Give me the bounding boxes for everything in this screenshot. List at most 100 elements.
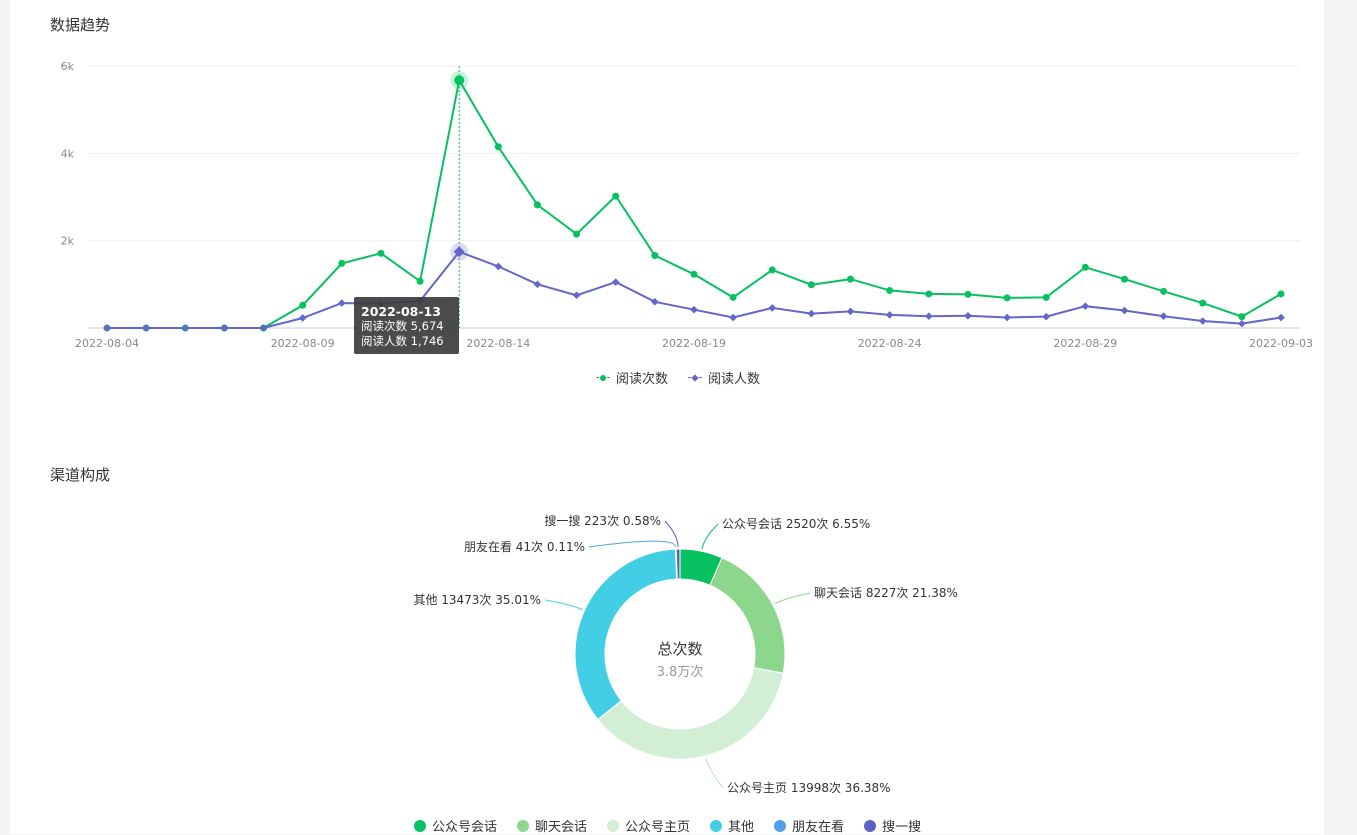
slice-label: 聊天会话 8227次 21.38%: [814, 586, 958, 600]
donut-slice[interactable]: [675, 548, 681, 580]
data-point[interactable]: [964, 290, 972, 298]
donut-legend-item[interactable]: 其他: [710, 816, 754, 835]
data-point[interactable]: [181, 324, 190, 332]
donut-legend-item[interactable]: 聊天会话: [517, 816, 587, 835]
series-line-read-count: [107, 77, 1282, 329]
label-leader-line: [705, 757, 724, 789]
legend-label: 阅读次数: [616, 372, 669, 387]
data-point[interactable]: [220, 324, 229, 332]
data-point[interactable]: [690, 305, 698, 314]
y-tick-label: 6k: [61, 60, 75, 73]
data-point[interactable]: [103, 324, 111, 332]
legend-dot-icon: [414, 819, 426, 832]
y-tick-label: 2k: [61, 235, 75, 248]
data-point[interactable]: [807, 309, 816, 318]
data-point[interactable]: [1159, 312, 1168, 321]
data-point[interactable]: [768, 266, 776, 274]
data-point[interactable]: [572, 291, 581, 300]
data-point[interactable]: [964, 311, 972, 320]
legend-label: 朋友在看: [792, 820, 845, 835]
data-point[interactable]: [533, 201, 541, 209]
line-chart[interactable]: 2k 4k 6k 2022-08-04 2022-08-09 2022-08-14 2022…: [10, 0, 1324, 360]
legend-label: 公众号会话: [432, 820, 498, 835]
chart-tooltip: 2022-08-13 阅读次数 5,674 阅读人数 1,746: [354, 297, 459, 354]
legend-item-reader-count[interactable]: 阅读人数: [688, 368, 760, 387]
data-point[interactable]: [1042, 293, 1050, 301]
legend-label: 搜一搜: [882, 820, 922, 835]
label-leader-line: [544, 599, 583, 611]
slice-label: 搜一搜 223次 0.58%: [544, 513, 661, 528]
data-point[interactable]: [1120, 306, 1129, 315]
slice-label: 公众号会话 2520次 6.55%: [722, 517, 870, 531]
data-point[interactable]: [533, 280, 542, 289]
data-point[interactable]: [259, 324, 268, 332]
data-point[interactable]: [925, 290, 933, 298]
data-point[interactable]: [1003, 294, 1011, 302]
data-point[interactable]: [1277, 290, 1285, 298]
data-point[interactable]: [1042, 312, 1050, 321]
donut-legend-item[interactable]: 公众号主页: [607, 816, 690, 835]
data-point[interactable]: [1081, 263, 1089, 271]
legend-label: 其他: [728, 820, 755, 835]
donut-legend-item[interactable]: 搜一搜: [864, 816, 921, 835]
data-point[interactable]: [768, 304, 777, 312]
donut-slice[interactable]: [597, 667, 784, 760]
data-point[interactable]: [847, 275, 855, 283]
x-tick-label: 2022-08-09: [271, 337, 335, 350]
data-point[interactable]: [1120, 275, 1128, 283]
slice-label: 公众号主页 13998次 36.38%: [727, 781, 891, 795]
data-point[interactable]: [1238, 319, 1246, 328]
donut-center-value: 3.8万次: [657, 664, 704, 680]
data-point[interactable]: [611, 278, 620, 286]
legend-diamond-marker-icon: [688, 372, 703, 384]
data-point[interactable]: [729, 313, 737, 322]
data-point[interactable]: [1277, 313, 1285, 322]
legend-label: 阅读人数: [708, 372, 761, 387]
data-point[interactable]: [1199, 299, 1207, 307]
data-point[interactable]: [494, 262, 503, 271]
label-leader-line: [701, 523, 719, 550]
data-point[interactable]: [142, 324, 150, 332]
data-point[interactable]: [494, 143, 502, 151]
donut-slice[interactable]: [709, 557, 786, 674]
data-point[interactable]: [338, 299, 346, 307]
donut-legend-item[interactable]: 朋友在看: [774, 816, 844, 835]
data-point[interactable]: [846, 307, 855, 316]
data-point[interactable]: [299, 301, 307, 309]
data-point[interactable]: [338, 259, 346, 267]
data-point[interactable]: [807, 281, 815, 289]
data-point[interactable]: [377, 249, 385, 257]
data-point[interactable]: [612, 192, 620, 200]
data-point[interactable]: [690, 270, 698, 278]
donut-legend-item[interactable]: 公众号会话: [414, 816, 497, 835]
legend-label: 聊天会话: [535, 820, 588, 835]
data-point[interactable]: [573, 230, 581, 238]
data-point[interactable]: [298, 314, 307, 322]
data-point[interactable]: [1003, 313, 1011, 322]
data-point[interactable]: [885, 311, 894, 319]
data-point[interactable]: [416, 277, 424, 285]
data-point[interactable]: [729, 293, 737, 301]
data-point[interactable]: [886, 286, 894, 294]
x-tick-label: 2022-08-04: [75, 337, 139, 350]
donut-slice[interactable]: [574, 548, 678, 721]
x-tick-label: 2022-08-24: [858, 337, 922, 350]
data-point[interactable]: [651, 298, 659, 306]
data-point[interactable]: [454, 75, 465, 86]
label-leader-line: [774, 592, 811, 605]
legend-label: 公众号主页: [625, 820, 691, 835]
data-point[interactable]: [1081, 302, 1090, 310]
data-point[interactable]: [453, 246, 465, 258]
line-chart-legend: 阅读次数 阅读人数: [596, 368, 780, 387]
legend-item-read-count[interactable]: 阅读次数: [596, 368, 668, 387]
slice-label: 朋友在看 41次 0.11%: [464, 540, 585, 554]
donut-chart[interactable]: 公众号会话 2520次 6.55% 聊天会话 8227次 21.38% 公众号主页 …: [10, 490, 1324, 810]
data-point[interactable]: [1238, 313, 1246, 321]
data-point[interactable]: [1198, 317, 1207, 325]
data-point[interactable]: [651, 252, 659, 260]
legend-dot-icon: [607, 819, 620, 832]
data-point[interactable]: [925, 312, 933, 321]
legend-dot-icon: [864, 819, 877, 832]
tooltip-date: 2022-08-13: [361, 304, 441, 319]
data-point[interactable]: [1160, 287, 1168, 295]
